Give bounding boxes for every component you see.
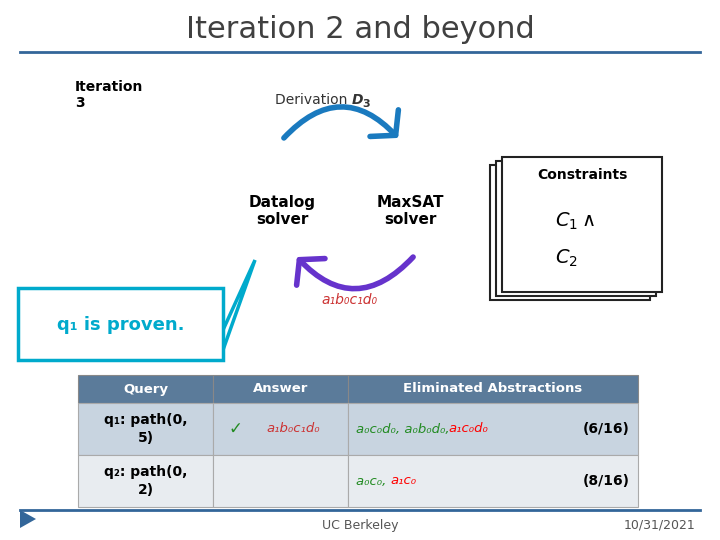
FancyArrowPatch shape bbox=[284, 107, 398, 138]
Text: (8/16): (8/16) bbox=[583, 474, 630, 488]
Polygon shape bbox=[20, 510, 36, 528]
Text: D: D bbox=[352, 93, 364, 107]
Text: a₁b₀c₁d₀: a₁b₀c₁d₀ bbox=[266, 422, 320, 435]
Bar bbox=[348, 403, 638, 455]
Text: MaxSAT
solver: MaxSAT solver bbox=[377, 195, 444, 227]
Text: 3: 3 bbox=[362, 99, 369, 109]
Text: a₁b₀c₁d₀: a₁b₀c₁d₀ bbox=[322, 293, 378, 307]
FancyArrowPatch shape bbox=[297, 257, 413, 289]
Bar bbox=[490, 165, 650, 300]
Text: q₂: path(0,
2): q₂: path(0, 2) bbox=[104, 465, 187, 497]
Bar bbox=[78, 455, 213, 507]
Text: Datalog
solver: Datalog solver bbox=[248, 195, 315, 227]
Text: a₀c₀d₀, a₀b₀d₀,: a₀c₀d₀, a₀b₀d₀, bbox=[356, 422, 454, 435]
FancyBboxPatch shape bbox=[18, 288, 223, 360]
Text: a₀c₀,: a₀c₀, bbox=[356, 475, 391, 488]
Bar bbox=[213, 375, 348, 403]
Text: UC Berkeley: UC Berkeley bbox=[322, 518, 398, 531]
Bar bbox=[213, 455, 348, 507]
Text: (6/16): (6/16) bbox=[583, 422, 630, 436]
Text: q₁ is proven.: q₁ is proven. bbox=[57, 316, 184, 334]
Bar bbox=[348, 455, 638, 507]
Bar bbox=[78, 403, 213, 455]
Text: Query: Query bbox=[123, 382, 168, 395]
Bar bbox=[496, 161, 656, 296]
Text: 10/31/2021: 10/31/2021 bbox=[624, 518, 695, 531]
Text: $\mathit{C}_1 \wedge$
$\mathit{C}_2$: $\mathit{C}_1 \wedge$ $\mathit{C}_2$ bbox=[555, 211, 595, 269]
Text: Iteration 2 and beyond: Iteration 2 and beyond bbox=[186, 16, 534, 44]
Text: Constraints: Constraints bbox=[537, 168, 627, 182]
Text: ✓: ✓ bbox=[228, 420, 242, 438]
Polygon shape bbox=[223, 260, 255, 350]
Text: Derivation: Derivation bbox=[275, 93, 352, 107]
Bar bbox=[78, 375, 213, 403]
Text: Eliminated Abstractions: Eliminated Abstractions bbox=[403, 382, 582, 395]
Bar bbox=[213, 403, 348, 455]
Text: a₁c₀d₀: a₁c₀d₀ bbox=[449, 422, 489, 435]
Text: a₁c₀: a₁c₀ bbox=[391, 475, 417, 488]
Text: q₁: path(0,
5): q₁: path(0, 5) bbox=[104, 413, 187, 444]
Text: Answer: Answer bbox=[253, 382, 308, 395]
Bar bbox=[502, 157, 662, 292]
Bar bbox=[348, 375, 638, 403]
Text: Iteration
3: Iteration 3 bbox=[75, 80, 143, 110]
